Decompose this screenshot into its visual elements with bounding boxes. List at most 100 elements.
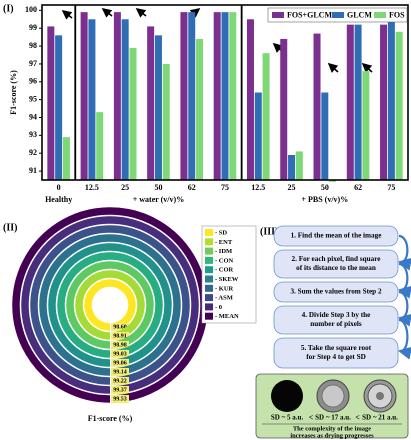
bar [96, 112, 104, 180]
sample-image [376, 392, 384, 400]
step-text: 4. Divide Step 3 by the [302, 311, 371, 319]
bar [113, 12, 121, 181]
bar [280, 38, 288, 180]
group-label: + PBS (v/v)% [301, 195, 348, 204]
y-tick-label: 93 [29, 130, 37, 139]
sample-label: SD ~ 21 a.u. [362, 414, 398, 422]
legend-swatch [205, 303, 213, 311]
value-label: 98.98 [113, 342, 127, 348]
panel-label: (III) [260, 226, 278, 237]
x-tick-label: 25 [121, 183, 129, 192]
x-tick-label: 12.5 [85, 183, 99, 192]
x-tick-label: 75 [387, 183, 395, 192]
legend-swatch [374, 12, 386, 18]
x-tick-label: 0 [57, 183, 61, 192]
legend-label: - 0 [215, 304, 222, 311]
radial-bar [39, 234, 181, 376]
bar [329, 180, 337, 182]
y-tick-label: 92 [29, 148, 37, 157]
legend-swatch [205, 275, 213, 283]
value-label: 98.60 [113, 324, 127, 330]
y-tick-label: 94 [29, 112, 37, 121]
step-text: 5. Take the square root [301, 344, 372, 352]
comparator: < [355, 413, 360, 422]
legend-swatch [205, 312, 213, 320]
caption: The complexity of the image [293, 425, 371, 432]
bar [346, 24, 354, 181]
sample-image [271, 380, 303, 412]
flow-arrow [397, 262, 411, 299]
radial-bar [57, 252, 163, 358]
value-label-bg [111, 323, 129, 331]
bar [121, 19, 129, 180]
group-label: + water (v/v)% [133, 195, 185, 204]
step-text: for Step 4 to get SD [306, 353, 366, 361]
bar [262, 53, 270, 180]
legend-label: GLCM [347, 10, 372, 19]
legend-swatch [205, 229, 213, 236]
value-label-bg [111, 395, 129, 403]
bar [246, 19, 254, 180]
bar [62, 137, 70, 180]
y-tick-label: 95 [29, 94, 37, 103]
radial-bar [84, 279, 136, 331]
legend-swatch [205, 256, 213, 264]
value-label: 99.14 [113, 369, 127, 375]
flow-arrow [397, 234, 411, 271]
step-text: 3. Sum the values from Step 2 [290, 288, 382, 296]
step-box [273, 225, 399, 247]
y-axis-title: F1-score (%) [9, 70, 18, 115]
value-label: 99.37 [113, 387, 127, 393]
value-label-bg [111, 332, 129, 340]
radial-bar [30, 225, 190, 385]
legend-label: FOS+GLCM [287, 10, 332, 19]
radial-bar [21, 216, 199, 394]
y-tick-label: 91 [29, 166, 37, 175]
x-axis-title: F1-score (%) [88, 414, 133, 423]
bar [313, 33, 321, 181]
legend-swatch [272, 12, 284, 18]
step-text: 2. For each pixel, find square [292, 255, 381, 263]
legend-swatch [205, 294, 213, 302]
comparator: < [309, 413, 314, 422]
panel-label: (II) [3, 222, 17, 233]
sample-label: SD ~ 17 a.u. [315, 414, 351, 422]
y-tick-label: 96 [29, 77, 37, 86]
arrow [101, 8, 113, 18]
group-label: Healthy [45, 195, 72, 204]
y-tick-label: 97 [29, 59, 37, 68]
x-tick-label: 75 [221, 183, 229, 192]
legend-label: - SD [215, 229, 227, 236]
x-tick-label: 12.5 [251, 183, 265, 192]
step-box [273, 281, 399, 303]
caption: increases as drying progresses [290, 432, 374, 439]
step-text: number of pixels [310, 320, 362, 328]
value-label: 99.53 [113, 396, 127, 402]
value-label: 99.06 [113, 360, 127, 366]
bar [213, 12, 221, 181]
bar [387, 19, 395, 180]
bar [288, 155, 296, 180]
legend-label: - SKEW [215, 276, 239, 283]
bar [47, 26, 55, 180]
sample-image [321, 384, 345, 408]
bar [221, 12, 229, 181]
y-tick-label: 100 [25, 5, 37, 14]
value-label: 98.91 [113, 333, 127, 339]
bar [180, 12, 188, 181]
arrow [61, 10, 73, 20]
radial-bar [48, 243, 172, 367]
bar [380, 24, 388, 181]
legend-label: - KUR [215, 285, 234, 292]
legend-label: - IDM [215, 248, 232, 255]
bar [362, 71, 370, 180]
y-tick-label: 98 [29, 41, 37, 50]
value-label-bg [111, 386, 129, 394]
bar [188, 12, 196, 181]
bar [354, 24, 362, 181]
step-text: of its distance to the mean [296, 264, 376, 272]
legend-label: FOS [389, 10, 405, 19]
value-label-bg [111, 350, 129, 358]
x-tick-label: 50 [154, 183, 162, 192]
